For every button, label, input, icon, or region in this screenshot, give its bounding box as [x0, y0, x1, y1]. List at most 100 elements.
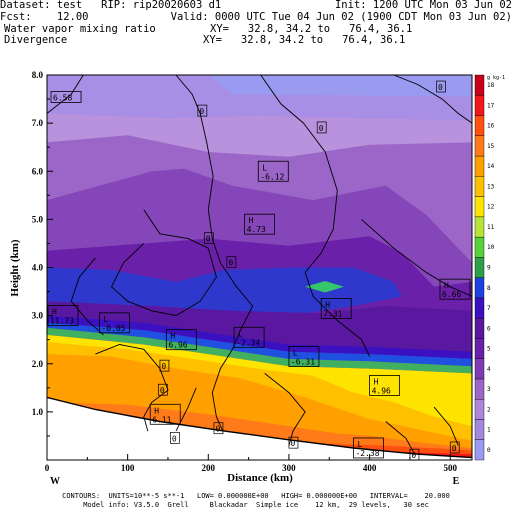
- extremum-label: L-6.12: [257, 160, 289, 182]
- colorbar-level-label: 18: [487, 82, 495, 89]
- svg-text:0: 0: [452, 444, 457, 453]
- svg-text:H: H: [374, 377, 379, 386]
- svg-text:0: 0: [199, 107, 204, 116]
- colorbar-level-label: 1: [487, 427, 491, 434]
- colorbar-level-label: 13: [487, 183, 495, 190]
- y-tick-label: 3.0: [32, 311, 44, 321]
- svg-text:0: 0: [172, 434, 177, 443]
- extremum-label: H7.31: [320, 298, 352, 319]
- axes: 0 100 200 300 400 500 1.0 2.0 3.0 4.0 5.0 6.0 7.0 8.0: [32, 70, 458, 473]
- svg-text:0: 0: [290, 439, 295, 448]
- colorbar-swatch: [474, 95, 485, 116]
- colorbar-level-label: 4: [487, 366, 491, 373]
- colorbar-swatch: [474, 196, 485, 218]
- divergence-contour-2: [393, 75, 472, 124]
- x-right-end-label: E: [453, 476, 460, 487]
- divergence-contour-0: [175, 75, 254, 432]
- zero-contour-label: 0: [197, 104, 208, 117]
- zero-contour-label: 0: [159, 359, 170, 372]
- x-tick-label: 300: [282, 463, 296, 473]
- divergence-contour-6: [264, 373, 306, 446]
- colorbar-level-label: 10: [487, 244, 495, 251]
- x-tick-label: 0: [45, 463, 50, 473]
- svg-text:-2.34: -2.34: [236, 338, 260, 347]
- contour-labels: H11.73 L-0.05H6.96L-2.34L-6.31H4.73L-6.12…: [47, 80, 471, 461]
- svg-text:H: H: [170, 332, 175, 341]
- colorbar-swatch: [474, 135, 485, 157]
- y-axis-title: Height (km): [9, 239, 21, 296]
- colorbar-level-label: 8: [487, 285, 491, 292]
- x-tick-label: 500: [443, 463, 457, 473]
- colorbar-swatch: [474, 257, 485, 278]
- svg-text:4.73: 4.73: [247, 225, 266, 234]
- y-tick-label: 7.0: [32, 118, 44, 128]
- svg-text:-6.31: -6.31: [291, 358, 315, 367]
- colorbar-swatch: [474, 358, 485, 380]
- colorbar-swatch: [474, 399, 485, 420]
- field-band-9: [47, 322, 472, 367]
- x-left-end-label: W: [50, 476, 60, 487]
- svg-text:0: 0: [161, 362, 166, 371]
- field-band-10: [47, 327, 472, 374]
- x-axis-title: Distance (km): [227, 472, 293, 484]
- zero-contour-label: 0: [213, 422, 224, 435]
- field2-name: Divergence: [4, 34, 68, 46]
- svg-text:L: L: [103, 315, 108, 324]
- svg-text:-2.38: -2.38: [355, 449, 379, 458]
- divergence-contour-8: [433, 406, 459, 446]
- colorbar-unit: g kg-1: [487, 75, 505, 81]
- divergence-contour-9: [70, 257, 104, 336]
- zero-contour-label: 0: [288, 436, 299, 449]
- colorbar-level-label: 14: [487, 163, 495, 170]
- colorbar-level-label: 3: [487, 386, 491, 393]
- svg-text:0: 0: [160, 386, 165, 395]
- svg-text:6.11: 6.11: [152, 415, 171, 424]
- colorbar-level-label: 7: [487, 305, 491, 312]
- contours-info: CONTOURS: UNITS=10**-5 s**-1 LOW= 0.0000…: [62, 492, 450, 500]
- colorbar-swatch: [474, 419, 485, 440]
- x-tick-label: 100: [121, 463, 135, 473]
- divergence-contour-3: [47, 75, 84, 114]
- svg-text:7.31: 7.31: [323, 309, 342, 318]
- colorbar-swatch: [474, 277, 485, 299]
- y-tick-label: 2.0: [32, 359, 44, 369]
- svg-text:0: 0: [215, 425, 220, 434]
- svg-text:0: 0: [319, 124, 324, 133]
- extremum-label: 6.58: [50, 91, 82, 103]
- svg-text:L: L: [238, 329, 243, 338]
- colorbar-level-label: 0: [487, 447, 491, 454]
- extremum-label: H6.96: [165, 329, 197, 351]
- svg-text:L: L: [357, 440, 362, 449]
- colorbar-swatch: [474, 115, 485, 136]
- colorbar-swatch: [474, 74, 485, 96]
- colorbar-swatch: [474, 378, 485, 400]
- svg-text:0: 0: [206, 235, 211, 244]
- svg-text:6.96: 6.96: [168, 341, 187, 350]
- field1-xy: XY= 32.8, 34.2 to 76.4, 36.1: [210, 23, 413, 35]
- svg-text:11.73: 11.73: [50, 317, 74, 326]
- divergence-contour-4: [110, 209, 217, 317]
- field2-xy: XY= 32.8, 34.2 to 76.4, 36.1: [203, 34, 406, 46]
- extremum-label: H6.66: [439, 278, 471, 300]
- zero-contour-label: 0: [436, 80, 446, 93]
- divergence-contour-5: [95, 344, 169, 432]
- svg-text:-0.05: -0.05: [101, 324, 125, 333]
- terrain-line: [47, 396, 472, 459]
- y-tick-label: 1.0: [32, 407, 44, 417]
- zero-contour-label: 0: [157, 383, 168, 396]
- zero-contour-label: 0: [203, 232, 214, 244]
- y-tick-label: 5.0: [32, 214, 44, 224]
- extremum-label: L-2.34: [233, 326, 265, 348]
- colorbar-level-label: 9: [487, 265, 491, 272]
- colorbar-level-label: 12: [487, 204, 495, 211]
- extremum-label: L-2.38: [353, 437, 384, 459]
- svg-text:6.58: 6.58: [53, 93, 72, 102]
- svg-text:H: H: [52, 308, 57, 317]
- terrain: [47, 397, 472, 460]
- colorbar-level-label: 16: [487, 123, 495, 130]
- svg-text:H: H: [154, 406, 159, 415]
- colorbar-swatch: [474, 317, 485, 339]
- svg-text:L: L: [293, 349, 298, 358]
- extremum-label: H6.11: [149, 403, 181, 425]
- extremum-label: L-6.31: [288, 346, 320, 367]
